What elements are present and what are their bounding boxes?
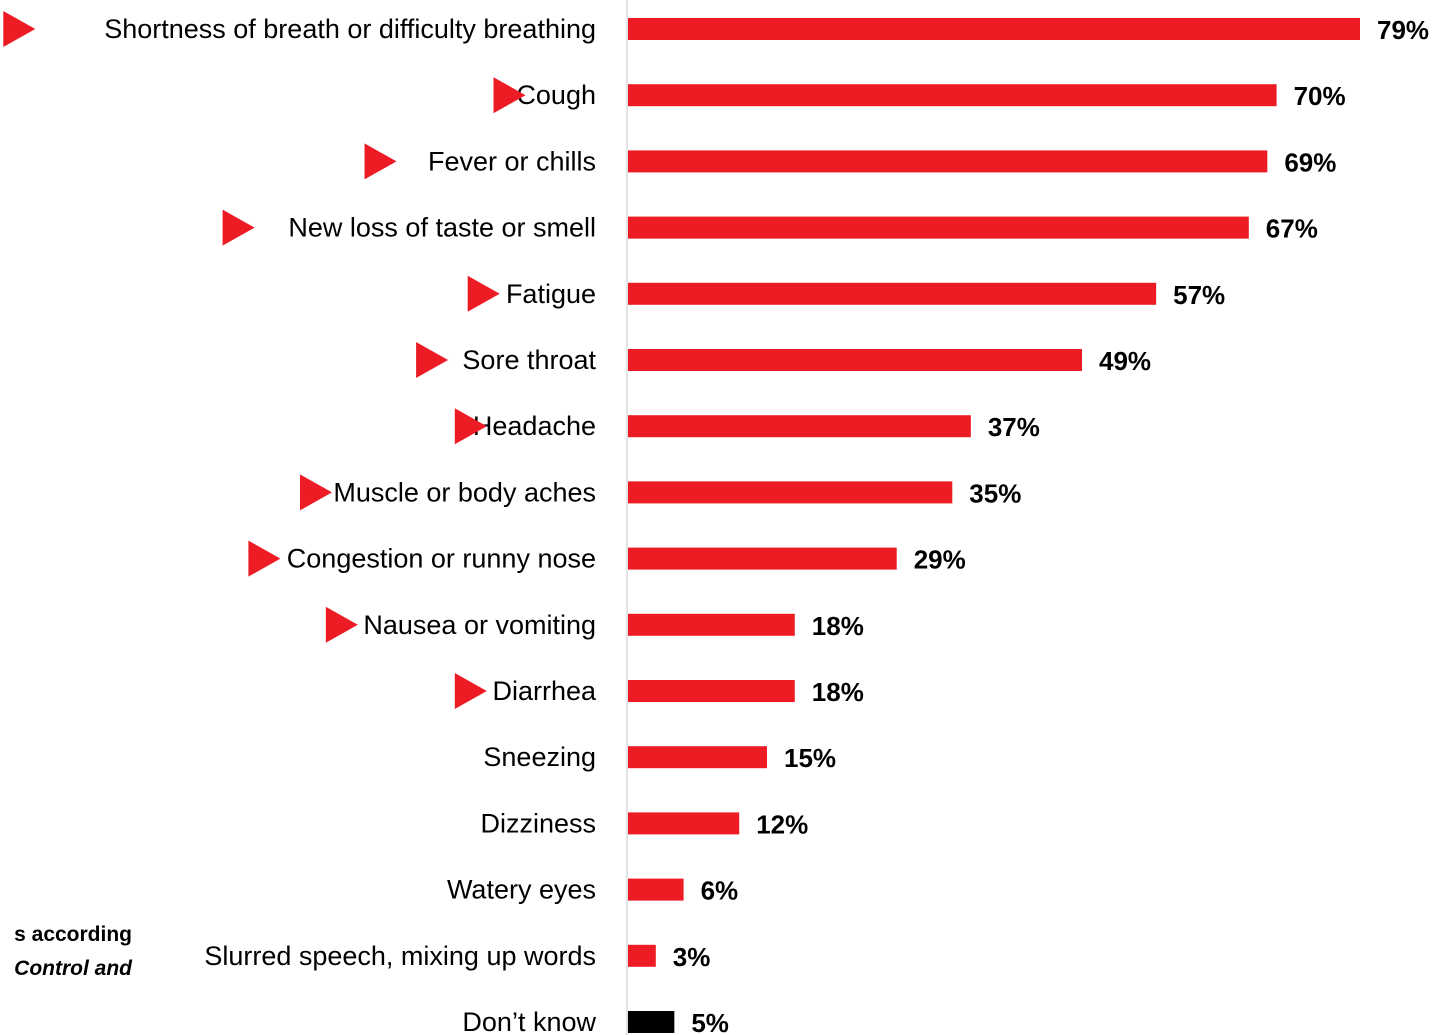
value-label: 70%	[1294, 81, 1346, 111]
bar	[628, 216, 1249, 239]
value-label: 67%	[1266, 214, 1318, 244]
bar	[628, 680, 795, 702]
category-label: Fatigue	[506, 279, 596, 309]
category-label: Muscle or body aches	[333, 477, 596, 507]
value-label: 18%	[812, 611, 864, 641]
bar	[628, 415, 971, 438]
value-label: 35%	[969, 478, 1021, 508]
value-label: 37%	[988, 412, 1040, 442]
bar	[628, 1011, 675, 1033]
value-label: 6%	[701, 876, 739, 906]
category-label: Nausea or vomiting	[363, 610, 596, 640]
value-label: 12%	[756, 809, 808, 839]
bar	[628, 481, 953, 504]
value-label: 49%	[1099, 346, 1151, 376]
bar	[628, 18, 1360, 40]
marker-triangle-icon	[416, 342, 449, 378]
marker-triangle-icon	[222, 209, 255, 246]
footnote-line-2: Control and	[14, 957, 132, 980]
marker-triangle-icon	[364, 143, 397, 180]
marker-triangle-icon	[493, 77, 526, 114]
marker-triangle-icon	[467, 275, 500, 312]
value-label: 69%	[1284, 147, 1336, 177]
category-label: Fever or chills	[428, 146, 596, 176]
marker-triangle-icon	[3, 11, 36, 47]
category-label: New loss of taste or smell	[288, 213, 596, 243]
value-label: 5%	[691, 1008, 729, 1035]
category-label: Don’t know	[462, 1007, 596, 1035]
value-label: 79%	[1377, 15, 1429, 45]
bar	[628, 812, 740, 835]
bar	[628, 84, 1277, 107]
category-label: Watery eyes	[447, 875, 596, 905]
category-label: Dizziness	[480, 808, 596, 838]
bar	[628, 944, 656, 967]
category-label: Sore throat	[462, 345, 596, 375]
category-label: Sneezing	[483, 742, 596, 772]
bar	[628, 282, 1157, 305]
marker-triangle-icon	[325, 606, 358, 643]
marker-triangle-icon	[454, 408, 487, 445]
marker-triangle-icon	[300, 474, 332, 511]
category-label: Diarrhea	[492, 676, 597, 706]
bar	[628, 746, 767, 769]
marker-triangle-icon	[248, 540, 281, 577]
category-label: Shortness of breath or difficulty breath…	[104, 14, 596, 44]
category-label: Headache	[473, 411, 596, 441]
bar	[628, 613, 795, 636]
value-label: 3%	[673, 942, 711, 972]
footnote-line-1: s according	[14, 923, 132, 946]
category-label: Cough	[516, 80, 596, 110]
category-label: Slurred speech, mixing up words	[204, 941, 596, 971]
bar	[628, 349, 1083, 371]
category-label: Congestion or runny nose	[287, 544, 596, 574]
value-label: 18%	[812, 677, 864, 707]
value-label: 29%	[914, 545, 966, 575]
bar	[628, 878, 684, 901]
value-label: 15%	[784, 743, 836, 773]
value-label: 57%	[1173, 280, 1225, 310]
marker-triangle-icon	[454, 673, 487, 709]
bar	[628, 150, 1268, 173]
bar	[628, 547, 897, 570]
